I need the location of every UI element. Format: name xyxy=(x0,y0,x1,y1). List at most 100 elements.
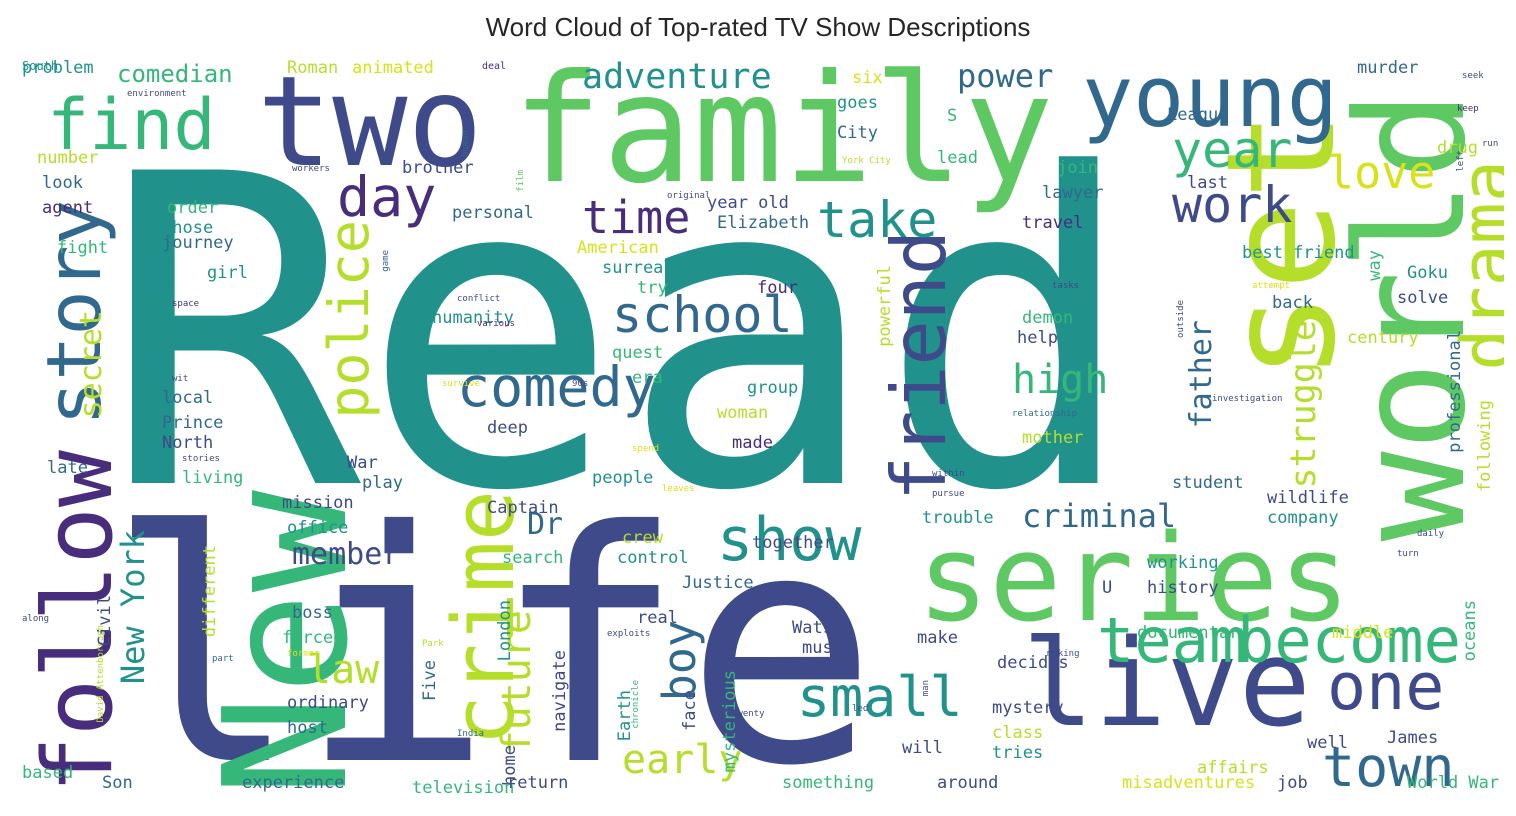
word-woman: woman xyxy=(717,403,769,423)
word-find: find xyxy=(47,84,216,166)
word-captain: Captain xyxy=(487,498,559,518)
chart-title: Word Cloud of Top-rated TV Show Descript… xyxy=(485,12,1031,42)
word-stories: stories xyxy=(182,454,220,464)
word-experience: experience xyxy=(242,773,345,793)
word-part: part xyxy=(212,654,234,664)
word-watson: Watson xyxy=(792,618,854,638)
word-tries: tries xyxy=(992,743,1044,763)
word-job: job xyxy=(1277,773,1308,793)
word-s: S xyxy=(947,106,958,126)
word-working: working xyxy=(1147,553,1219,573)
word-surreal: surreal xyxy=(602,258,674,278)
word-early: early xyxy=(622,737,743,783)
word-wit: wit xyxy=(172,374,189,384)
word-boss: boss xyxy=(292,603,333,623)
word-small: small xyxy=(797,665,963,729)
word-look: look xyxy=(42,173,83,193)
word-face: face xyxy=(680,690,700,731)
word-spend: spend xyxy=(632,444,660,454)
word-criminal: criminal xyxy=(1022,497,1177,535)
word-seek: seek xyxy=(1462,71,1484,81)
word-girl: girl xyxy=(207,263,248,283)
word-join: join xyxy=(1057,158,1098,178)
word-people: people xyxy=(592,468,654,488)
word-agent: agent xyxy=(42,198,94,218)
word-search: search xyxy=(502,548,564,568)
word-father: father xyxy=(1184,320,1219,429)
word-two: two xyxy=(257,50,483,195)
word-make: make xyxy=(917,628,958,648)
word-u: U xyxy=(1102,578,1113,598)
word-high: high xyxy=(1012,357,1109,403)
word-crew: crew xyxy=(622,528,663,548)
word-affairs: affairs xyxy=(1197,758,1269,778)
word-documentary: documentary xyxy=(1137,623,1250,643)
word-television: television xyxy=(412,778,515,798)
word-living: living xyxy=(182,468,244,488)
word-american: American xyxy=(577,238,659,258)
word-game: game xyxy=(381,250,391,272)
word-local: local xyxy=(162,388,214,408)
word-son: Son xyxy=(102,773,133,793)
word-read: Read xyxy=(102,85,1138,585)
word-india: India xyxy=(457,729,485,739)
word-office: office xyxy=(287,518,349,538)
word-civil: Civil xyxy=(95,595,115,647)
word-group: group xyxy=(747,378,799,398)
word-will: will xyxy=(902,738,943,758)
word-history: history xyxy=(1147,578,1219,598)
word-member: member xyxy=(292,537,401,572)
word-league: League xyxy=(1167,105,1229,125)
word-different: different xyxy=(200,545,220,638)
word-well: well xyxy=(1307,733,1348,753)
word-order: order xyxy=(167,198,219,218)
word-demon: demon xyxy=(1022,308,1074,328)
word-student: student xyxy=(1172,473,1244,493)
word-deep: deep xyxy=(487,418,528,438)
word-misadventures: misadventures xyxy=(1122,773,1256,793)
word-conflict: conflict xyxy=(457,294,501,304)
word-south: South xyxy=(22,59,59,73)
word-space: space xyxy=(172,299,200,309)
word-try: try xyxy=(637,278,668,298)
word-cloud: Read life family two New series live set world yo… xyxy=(12,50,1504,806)
word-series: series xyxy=(917,510,1351,649)
word-former: former xyxy=(287,649,320,659)
word-journey: journey xyxy=(162,233,234,253)
word-environment: environment xyxy=(127,89,187,99)
word-time: time xyxy=(582,191,691,244)
word-brother: brother xyxy=(402,158,474,178)
word-making: making xyxy=(1047,649,1080,659)
word-lead: lead xyxy=(937,148,978,168)
word-oceans: oceans xyxy=(1460,600,1480,662)
word-year-old: year old xyxy=(707,193,789,213)
word-quest: quest xyxy=(612,343,664,363)
word-various: various xyxy=(477,319,515,329)
word-deal: deal xyxy=(482,61,507,72)
word-film: film xyxy=(516,170,526,192)
word-comedian: comedian xyxy=(117,60,233,88)
word-four: four xyxy=(757,278,798,298)
word-twenty: twenty xyxy=(732,709,765,719)
word-navigate: navigate xyxy=(550,650,570,732)
word-prince: Prince xyxy=(162,413,224,433)
word-powerful: powerful xyxy=(875,265,895,347)
word-murder: murder xyxy=(1357,58,1419,78)
word-secret: secret xyxy=(74,310,109,419)
word-real: real xyxy=(637,608,678,628)
word-exploits: exploits xyxy=(607,629,651,639)
word-survive: survive xyxy=(442,379,480,389)
word-together: together xyxy=(752,533,834,553)
word-goku: Goku xyxy=(1407,263,1448,283)
word-mission: mission xyxy=(282,493,354,513)
word-led: led xyxy=(852,704,869,714)
word-live: live xyxy=(1022,615,1311,754)
word-outside: outside xyxy=(1176,300,1186,338)
word-host: host xyxy=(287,718,328,738)
word-city: City xyxy=(837,123,878,143)
word-turn: turn xyxy=(1397,549,1419,559)
word-human: human xyxy=(461,130,471,158)
word-five: Five xyxy=(420,660,440,701)
word-keep: keep xyxy=(1457,104,1479,114)
word-mystery: mystery xyxy=(992,698,1064,718)
